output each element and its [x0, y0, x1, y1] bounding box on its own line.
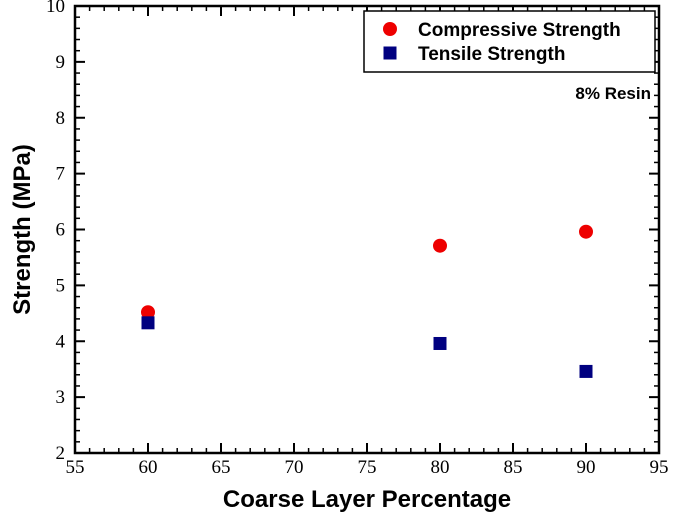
y-tick-label: 9: [56, 52, 66, 73]
y-tick-label: 6: [56, 220, 66, 241]
legend-tensile-marker: [383, 46, 397, 60]
legend-tensile-label: Tensile Strength: [418, 44, 565, 65]
x-tick-label: 80: [431, 457, 450, 478]
y-tick-label: 10: [46, 0, 65, 17]
legend-box: [363, 10, 656, 73]
x-tick-label: 90: [577, 457, 596, 478]
annotation-resin: 8% Resin: [575, 84, 651, 103]
legend-compressive-label: Compressive Strength: [418, 20, 621, 41]
y-axis-title: Strength (MPa): [9, 144, 36, 315]
x-tick-label: 95: [650, 457, 669, 478]
tensile-point: [141, 316, 155, 330]
x-tick-label: 60: [139, 457, 158, 478]
compressive-point: [579, 224, 593, 239]
y-tick-label: 4: [56, 331, 66, 352]
y-tick-label: 2: [56, 443, 66, 464]
compressive-point: [433, 238, 447, 253]
legend: Compressive Strength Tensile Strength: [363, 10, 656, 73]
y-tick-label: 8: [56, 108, 66, 129]
compressive-point: [141, 305, 155, 320]
x-tick-label: 75: [358, 457, 377, 478]
legend-compressive-marker: [383, 22, 397, 36]
data-marks: [141, 224, 593, 378]
tensile-point: [579, 364, 593, 378]
x-tick-label: 70: [285, 457, 304, 478]
x-tick-label: 85: [504, 457, 523, 478]
axes: 55 60 65 70 75 80 85 90 95 2 3 4 5 6 7 8 9 10: [46, 0, 669, 478]
y-tick-label: 7: [56, 164, 66, 185]
y-tick-label: 5: [56, 275, 66, 296]
x-axis-title: Coarse Layer Percentage: [223, 486, 511, 513]
x-tick-label: 55: [66, 457, 85, 478]
tensile-point: [433, 336, 447, 350]
x-tick-label: 65: [212, 457, 231, 478]
y-tick-label: 3: [56, 387, 66, 408]
